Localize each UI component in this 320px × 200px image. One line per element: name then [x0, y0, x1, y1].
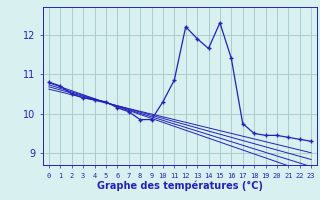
X-axis label: Graphe des températures (°C): Graphe des températures (°C) — [97, 180, 263, 191]
